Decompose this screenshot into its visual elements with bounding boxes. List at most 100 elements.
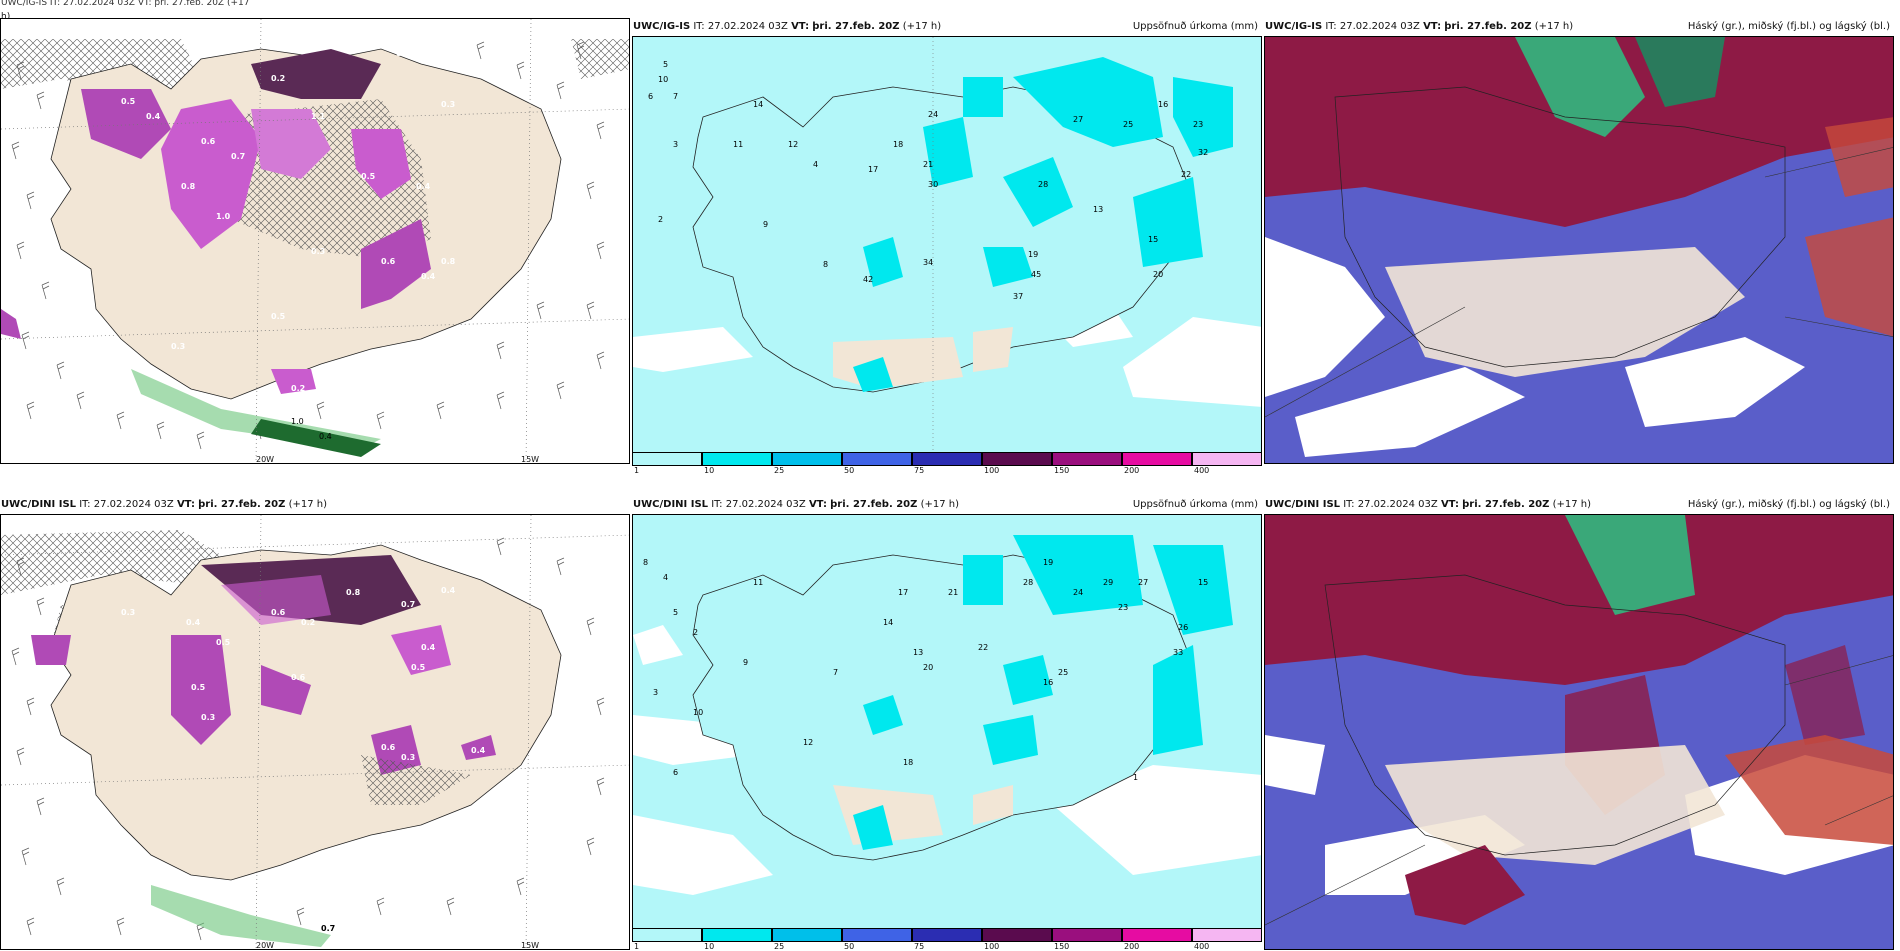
precip-value: 34 (923, 258, 933, 267)
precip-value: 30 (928, 180, 938, 189)
snow-label: 0.3 (396, 49, 410, 58)
snow-label: 0.4 (471, 746, 486, 755)
colorbar-tick: 150 (1054, 466, 1070, 475)
snow-label: 0.3 (201, 713, 215, 722)
init-time: IT: 27.02.2024 03Z (1325, 21, 1420, 32)
panel-precip-top: UWC/IG-IS IT: 27.02.2024 03Z VT: þri. 27… (632, 0, 1262, 475)
snow-label: 0.4 (416, 182, 431, 191)
valid-label: VT: (791, 21, 810, 32)
precip-value: 15 (1198, 578, 1208, 587)
precip-value: 14 (883, 618, 893, 627)
model-name: UWC/IG-IS (1265, 21, 1323, 32)
snow-label: 0.5 (121, 97, 136, 106)
snow-label: 0.4 (186, 618, 201, 627)
snow-label: 0.6 (271, 608, 286, 617)
snow-label: 0.5 (216, 638, 231, 647)
colorbar-tick: 100 (984, 942, 1000, 951)
precip-value: 16 (1043, 678, 1053, 687)
snow-label: 0.5 (411, 663, 426, 672)
precip-value: 7 (833, 668, 838, 677)
snow-label: 0.5 (361, 172, 376, 181)
colorbar-tick: 400 (1194, 466, 1210, 475)
init-time: IT: 27.02.2024 03Z (1343, 499, 1438, 510)
precip-value: 16 (1158, 100, 1168, 109)
precip-value: 22 (978, 643, 988, 652)
panel-right-title: Uppsöfnuð úrkoma (mm) (1132, 21, 1258, 32)
precip-value: 42 (863, 275, 873, 284)
lead-time: (+17 h) (1552, 499, 1592, 510)
snow-label: 0.4 (146, 112, 161, 121)
precip-value: 24 (1073, 588, 1083, 597)
colorbar-tick: 25 (774, 942, 785, 951)
colorbar-tick: 10 (704, 466, 715, 475)
map-snow-bottom: 0.4 0.3 0.5 0.6 0.4 0.5 0.3 0.2 0.6 0.4 … (0, 514, 630, 950)
panel-precip-bottom: UWC/DINI ISL IT: 27.02.2024 03Z VT: þri.… (632, 486, 1262, 951)
valid-time: þri. 27.feb. 20Z (1444, 21, 1532, 32)
valid-label: VT: (1440, 499, 1459, 510)
valid-label: VT: (808, 499, 827, 510)
snow-label: 0.8 (181, 182, 196, 191)
snow-label: 0.4 (319, 432, 332, 441)
init-time: IT: 27.02.2024 03Z (693, 21, 788, 32)
colorbar-swatch (702, 452, 772, 466)
snow-label: 1.0 (216, 212, 231, 221)
panel-snow-bottom: UWC/DINI ISL IT: 27.02.2024 03Z VT: þri.… (0, 486, 630, 950)
precip-value: 33 (1173, 648, 1183, 657)
colorbar-tick: 200 (1124, 466, 1140, 475)
lead-time: (+17 h) (1534, 21, 1574, 32)
precip-value: 3 (673, 140, 678, 149)
panel-header: UWC/IG-IS IT: 27.02.2024 03Z VT: þri. 27… (0, 0, 630, 22)
precip-value: 13 (913, 648, 923, 657)
colorbar-tick: 100 (984, 466, 1000, 475)
precip-value: 27 (1073, 115, 1083, 124)
valid-label: VT: (176, 499, 195, 510)
snow-label: 0.6 (291, 673, 306, 682)
precip-value: 5 (673, 608, 678, 617)
precip-value: 28 (1023, 578, 1033, 587)
precip-value: 28 (1038, 180, 1048, 189)
colorbar-swatch (912, 452, 982, 466)
panel-cloud-bottom: UWC/DINI ISL IT: 27.02.2024 03Z VT: þri.… (1264, 486, 1894, 950)
panel-right-title: Háský (gr.), miðský (fj.bl.) og lágský (… (1687, 21, 1890, 32)
precip-value: 7 (673, 92, 678, 101)
colorbar-tick: 1 (634, 942, 640, 951)
snow-label: 0.3 (441, 100, 455, 109)
lon-label: 15W (521, 941, 540, 950)
snow-label: 0.2 (301, 618, 315, 627)
panel-header: UWC/DINI ISL IT: 27.02.2024 03Z VT: þri.… (632, 496, 1262, 514)
lead-time: (+17 h) (288, 499, 328, 510)
panel-title-wrap: h) (1, 12, 11, 22)
precip-value: 17 (898, 588, 908, 597)
panel-header: UWC/IG-IS IT: 27.02.2024 03Z VT: þri. 27… (1264, 18, 1894, 36)
init-time: IT: 27.02.2024 03Z (79, 499, 174, 510)
precip-value: 6 (673, 768, 678, 777)
colorbar-swatch (702, 928, 772, 942)
precip-value: 13 (1093, 205, 1103, 214)
colorbar-tick: 75 (914, 942, 925, 951)
valid-time: þri. 27.feb. 20Z (812, 21, 900, 32)
colorbar-swatch (1192, 452, 1262, 466)
panel-right-title: Háský (gr.), miðský (fj.bl.) og lágský (… (1687, 499, 1890, 510)
panel-snow-top: UWC/IG-IS IT: 27.02.2024 03Z VT: þri. 27… (0, 0, 630, 464)
precip-value: 25 (1123, 120, 1133, 129)
precip-value: 25 (1058, 668, 1068, 677)
model-name: UWC/DINI ISL (1, 499, 77, 510)
snow-label: 0.5 (271, 312, 286, 321)
panel-header: UWC/DINI ISL IT: 27.02.2024 03Z VT: þri.… (1264, 496, 1894, 514)
precip-value: 21 (923, 160, 933, 169)
snow-label: 0.6 (381, 257, 396, 266)
precip-value: 12 (803, 738, 813, 747)
precip-value: 45 (1031, 270, 1041, 279)
snow-label: 0.6 (381, 743, 396, 752)
colorbar-swatch (842, 452, 912, 466)
precip-value: 9 (743, 658, 748, 667)
precip-value: 10 (658, 75, 668, 84)
snow-label: 0.4 (441, 586, 456, 595)
precip-value: 18 (893, 140, 903, 149)
valid-label: VT: (1423, 21, 1442, 32)
colorbar-swatch (982, 452, 1052, 466)
precip-value: 9 (763, 220, 768, 229)
colorbar-tick: 25 (774, 466, 785, 475)
colorbar-tick: 50 (844, 942, 855, 951)
colorbar-swatch (1122, 928, 1192, 942)
